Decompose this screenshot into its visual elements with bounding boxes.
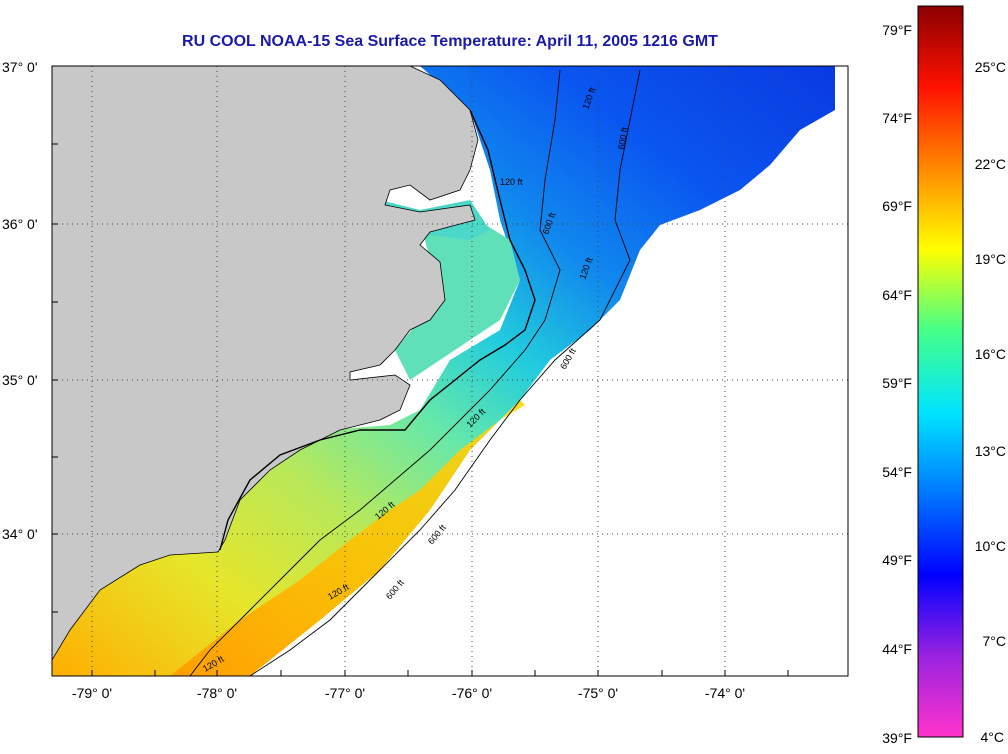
colorbar-c-label: 16°C bbox=[975, 346, 1006, 362]
gulf-stream-edge bbox=[170, 400, 525, 676]
lon-label: -79° 0' bbox=[72, 685, 112, 701]
lon-label: -75° 0' bbox=[578, 685, 618, 701]
colorbar-f-label: 69°F bbox=[882, 198, 912, 214]
colorbar-c-label: 4°C bbox=[981, 729, 1005, 745]
graticule bbox=[52, 66, 848, 676]
colorbar-f-label: 54°F bbox=[882, 464, 912, 480]
sst-swath bbox=[52, 66, 835, 676]
lon-label: -76° 0' bbox=[452, 685, 492, 701]
colorbar: 79°F 74°F 69°F 64°F 59°F 54°F 49°F 44°F … bbox=[882, 5, 1007, 746]
colorbar-c-label: 13°C bbox=[975, 443, 1006, 459]
colorbar-f-label: 59°F bbox=[882, 375, 912, 391]
contour-120ft bbox=[189, 69, 561, 676]
colorbar-f-label: 79°F bbox=[882, 22, 912, 38]
colorbar-c-label: 25°C bbox=[975, 59, 1006, 75]
lat-label: 36° 0' bbox=[2, 216, 38, 232]
colorbar-f-label: 64°F bbox=[882, 287, 912, 303]
colorbar-f-label: 39°F bbox=[882, 730, 912, 746]
lat-label: 34° 0' bbox=[2, 526, 38, 542]
contour-label: 600 ft bbox=[616, 126, 630, 150]
lon-label: -78° 0' bbox=[197, 685, 237, 701]
colorbar-gradient bbox=[917, 5, 964, 738]
map-border bbox=[51, 65, 849, 677]
colorbar-c-label: 10°C bbox=[975, 538, 1006, 554]
lon-label: -77° 0' bbox=[325, 685, 365, 701]
contour-600ft bbox=[249, 69, 641, 676]
axis-ticks bbox=[52, 143, 789, 676]
contour-label: 120 ft bbox=[500, 177, 523, 187]
colorbar-c-label: 7°C bbox=[983, 633, 1007, 649]
colorbar-c-label: 19°C bbox=[975, 251, 1006, 267]
colorbar-c-label: 22°C bbox=[975, 156, 1006, 172]
outer-banks bbox=[219, 109, 536, 551]
map-title: RU COOL NOAA-15 Sea Surface Temperature:… bbox=[182, 33, 718, 50]
lon-label: -74° 0' bbox=[705, 685, 745, 701]
pamlico-sound bbox=[395, 215, 520, 380]
colorbar-f-label: 44°F bbox=[882, 641, 912, 657]
lat-label: 35° 0' bbox=[2, 372, 38, 388]
lat-label: 37° 0' bbox=[2, 59, 38, 75]
colorbar-f-label: 49°F bbox=[882, 552, 912, 568]
colorbar-f-label: 74°F bbox=[882, 110, 912, 126]
bathymetry-contours bbox=[189, 69, 641, 676]
